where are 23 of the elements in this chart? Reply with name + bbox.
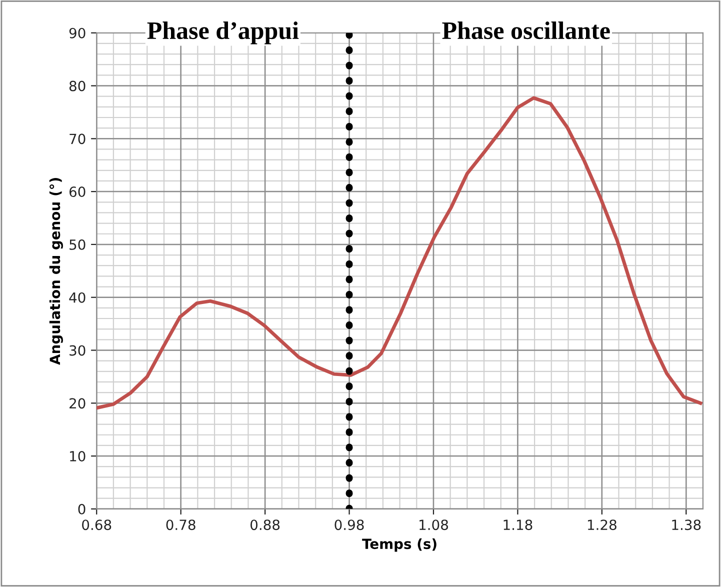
annotation: Phase d’appui [147, 22, 299, 44]
y-tick-label: 80 [69, 80, 86, 92]
y-tick-label: 90 [69, 28, 86, 38]
y-tick-label: 40 [69, 292, 86, 303]
y-tick-label: 70 [70, 134, 86, 144]
x-tick-label: 0.98 [334, 520, 364, 530]
y-tick-label: 0 [78, 504, 86, 514]
x-tick-label: 1.38 [672, 520, 701, 530]
line-series [96, 96, 702, 410]
y-tick-label: 50 [70, 239, 86, 250]
y-axis-title: Angulation du genou (°) [49, 178, 63, 365]
x-tick-label: 1.08 [420, 520, 448, 530]
x-tick-label: 1.18 [504, 520, 532, 530]
x-axis-title: Temps (s) [362, 538, 436, 552]
x-tick-label: 0.88 [250, 520, 280, 530]
y-tick-label: 30 [70, 345, 86, 356]
x-tick-label: 0.78 [166, 520, 196, 530]
y-tick-label: 10 [70, 451, 86, 462]
annotation: Phase oscillante [442, 22, 610, 40]
y-tick-label: 20 [70, 398, 86, 409]
x-tick-label: 1.28 [588, 520, 616, 530]
y-tick-label: 60 [69, 186, 86, 198]
x-tick-label: 0.68 [82, 520, 112, 530]
